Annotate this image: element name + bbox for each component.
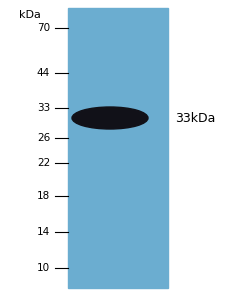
Text: 33kDa: 33kDa	[175, 112, 215, 124]
Text: 18: 18	[37, 191, 50, 201]
Text: 14: 14	[37, 227, 50, 237]
Ellipse shape	[72, 107, 148, 129]
Text: 70: 70	[37, 23, 50, 33]
Text: 26: 26	[37, 133, 50, 143]
Text: 10: 10	[37, 263, 50, 273]
Text: 22: 22	[37, 158, 50, 168]
Bar	[68, 8, 168, 288]
Text: 33: 33	[37, 103, 50, 113]
Text: 44: 44	[37, 68, 50, 78]
Text: kDa: kDa	[19, 10, 41, 20]
